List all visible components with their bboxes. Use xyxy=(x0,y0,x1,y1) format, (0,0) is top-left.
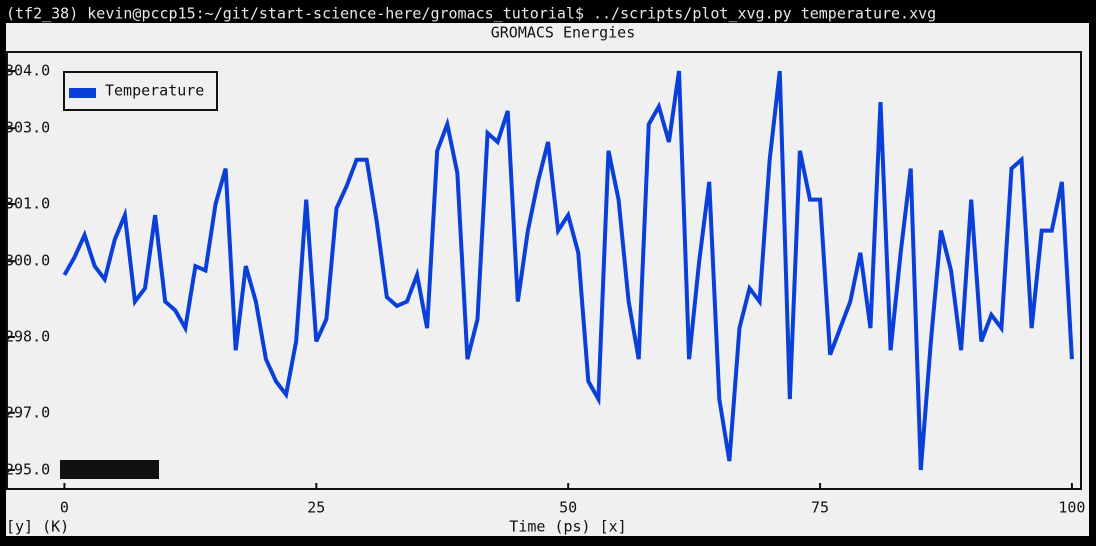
plot-frame xyxy=(6,51,1082,490)
y-tick-label: 301.0 xyxy=(5,195,50,213)
y-tick-label: 295.0 xyxy=(5,460,50,478)
y-tick-label: 304.0 xyxy=(5,62,50,80)
x-tick-label: 0 xyxy=(60,499,69,517)
x-tick-label: 100 xyxy=(1058,499,1085,517)
cursor-block xyxy=(60,460,159,479)
y-tick-label: 300.0 xyxy=(5,252,50,270)
x-tick-label: 75 xyxy=(811,499,829,517)
chart-title: GROMACS Energies xyxy=(491,24,636,42)
x-tick-label: 25 xyxy=(307,499,325,517)
legend-label: Temperature xyxy=(105,82,204,100)
legend-swatch xyxy=(69,88,96,98)
y-axis-label: [y] (K) xyxy=(6,518,69,536)
terminal-prompt: (tf2_38) kevin@pccp15:~/git/start-scienc… xyxy=(6,5,936,23)
y-tick-label: 303.0 xyxy=(5,119,50,137)
x-axis-label: Time (ps) [x] xyxy=(509,518,626,536)
y-tick-label: 297.0 xyxy=(5,403,50,421)
y-tick-label: 298.0 xyxy=(5,327,50,345)
x-tick-label: 50 xyxy=(559,499,577,517)
series-line xyxy=(62,70,1074,471)
